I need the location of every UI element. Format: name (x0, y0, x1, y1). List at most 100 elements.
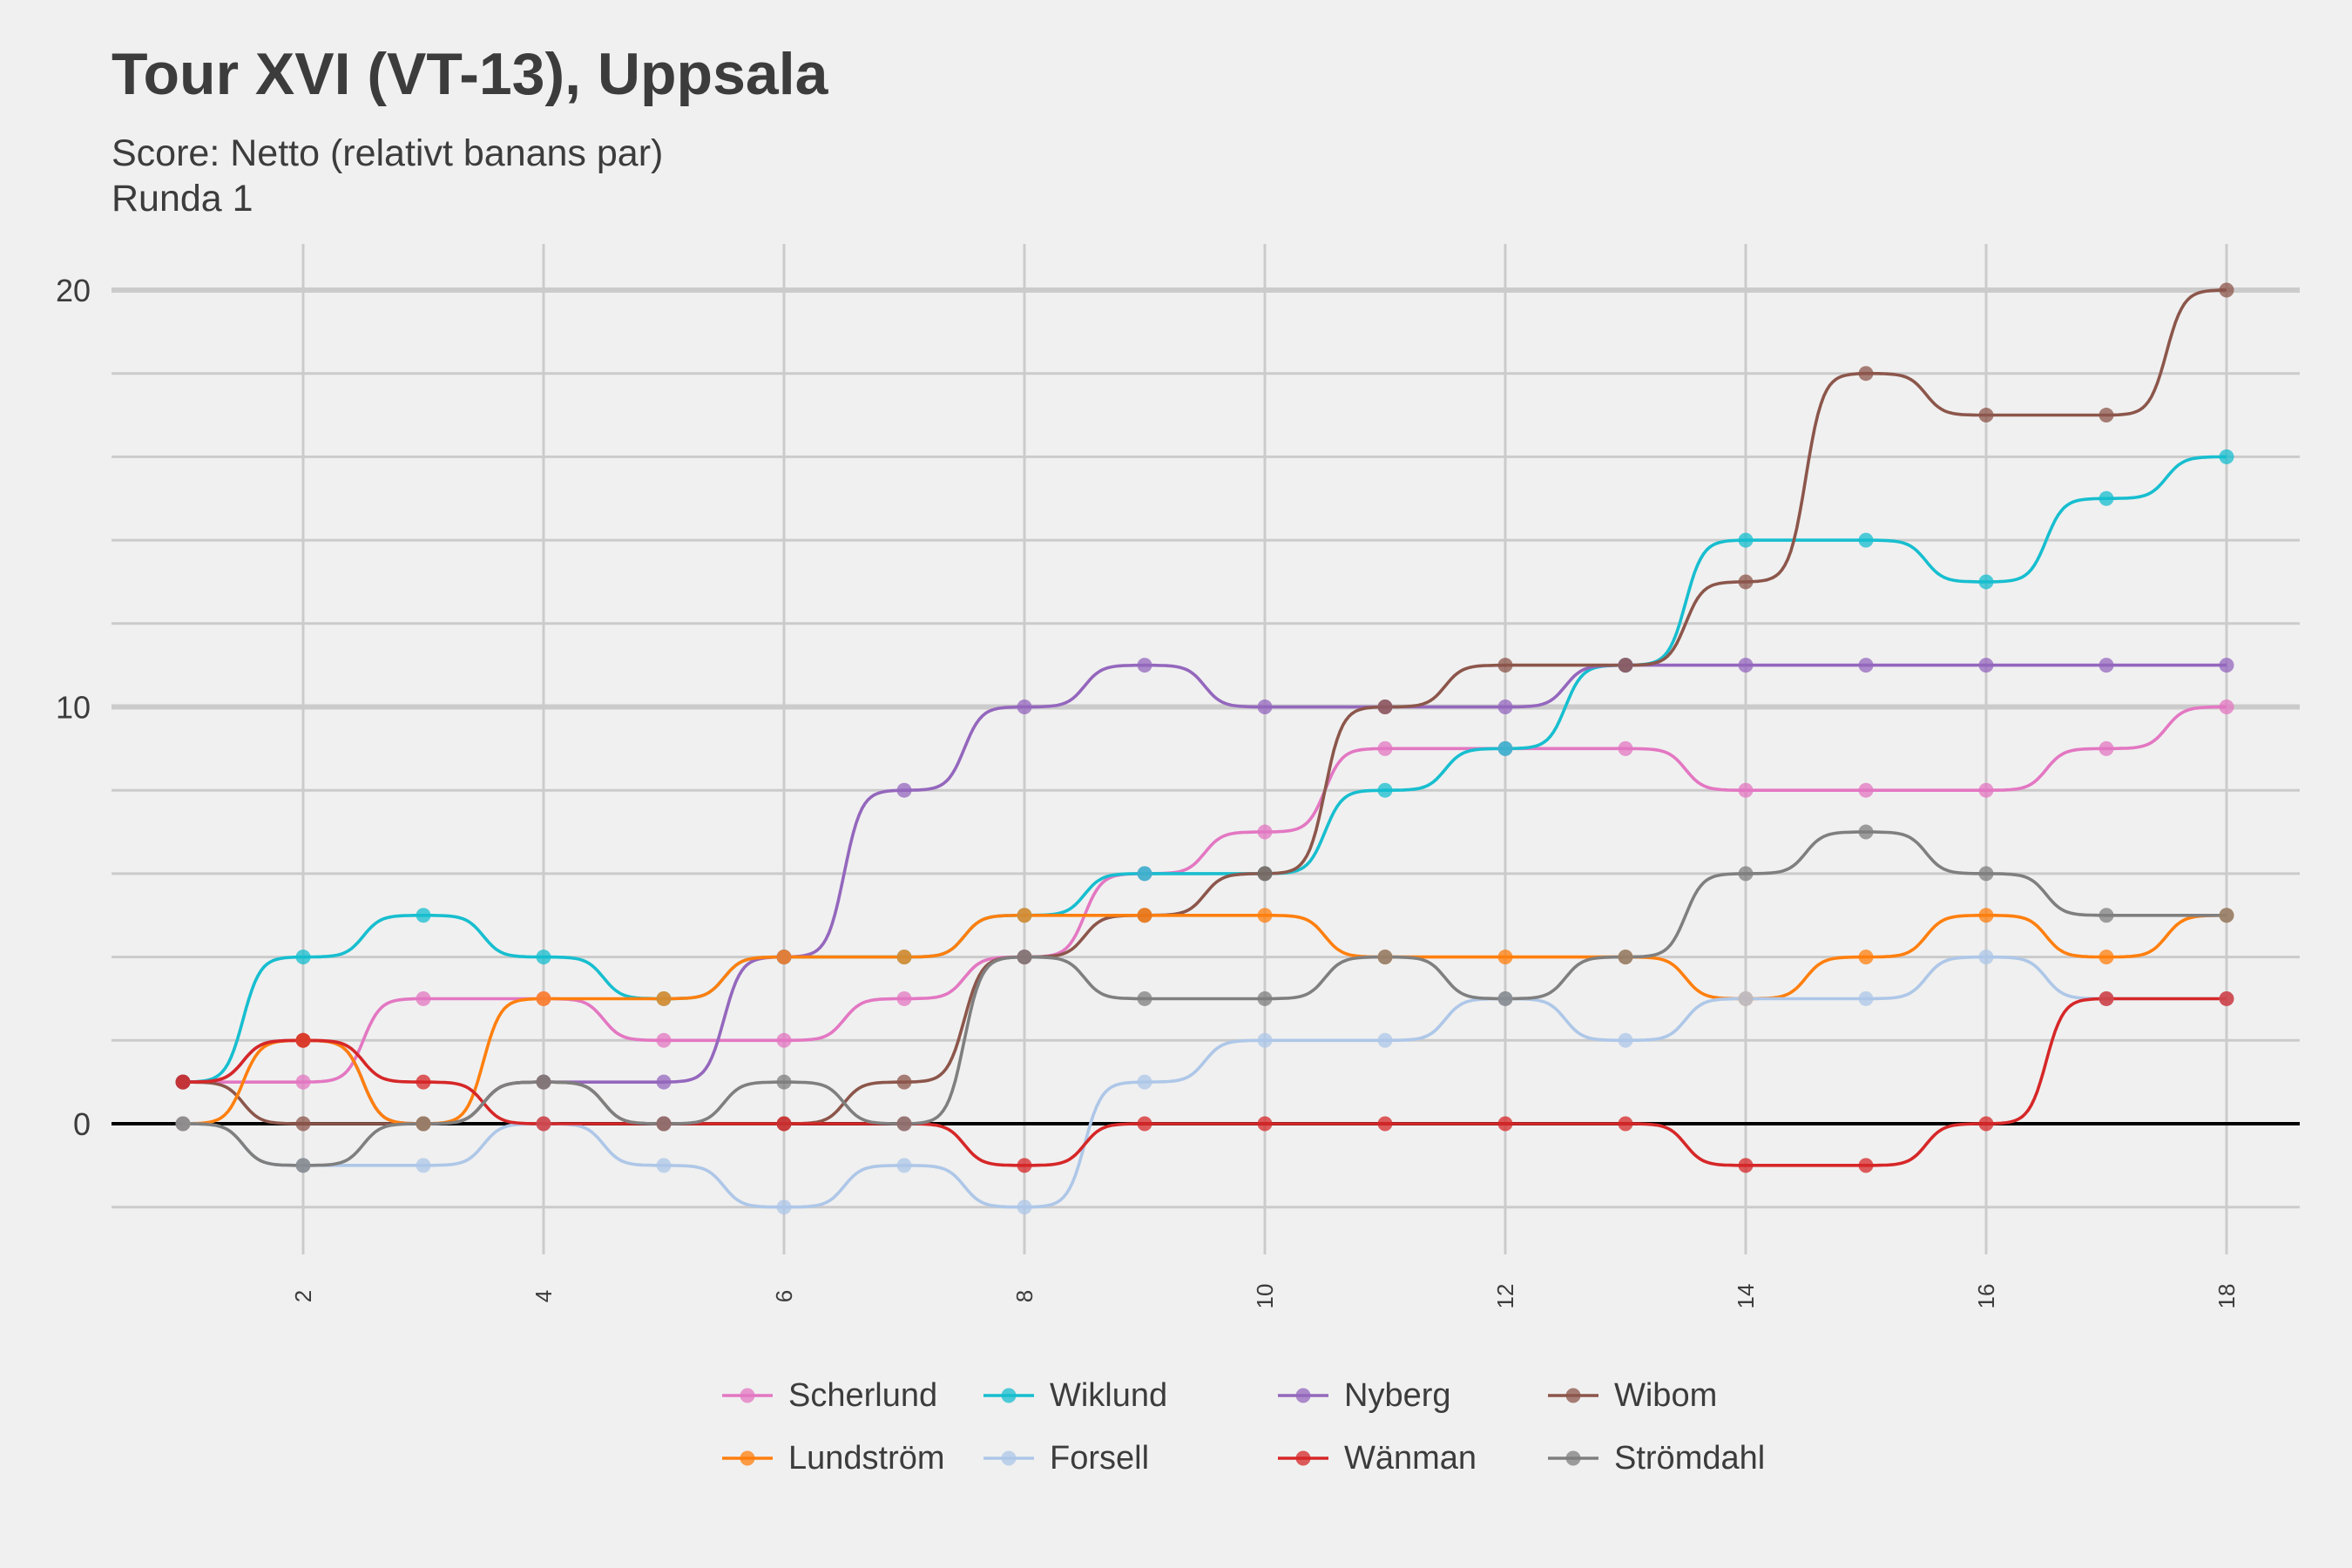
data-point (656, 1074, 672, 1090)
data-point (776, 1032, 792, 1048)
series-line-4 (183, 914, 2227, 1125)
x-tick-label: 18 (2213, 1284, 2240, 1309)
data-point (1137, 1116, 1152, 1132)
legend-item: Wibom (1544, 1375, 1806, 1416)
data-point (1618, 950, 1633, 965)
data-point (1858, 1158, 1874, 1173)
legend-label: Wibom (1614, 1376, 1718, 1414)
data-point (656, 1032, 672, 1048)
data-point (2219, 700, 2234, 714)
legend-label: Nyberg (1344, 1376, 1451, 1414)
data-point (1137, 908, 1152, 923)
data-point (2099, 408, 2114, 423)
data-point (1618, 1116, 1633, 1132)
x-tick-label: 4 (531, 1290, 557, 1302)
data-point (1858, 532, 1874, 548)
data-point (416, 1116, 431, 1132)
data-point (1618, 1032, 1633, 1048)
legend-key-icon (1548, 1450, 1598, 1466)
data-point (1137, 1074, 1152, 1090)
data-point (1497, 1116, 1513, 1132)
data-point (1377, 950, 1393, 965)
data-point (1017, 1158, 1032, 1173)
data-point (1978, 866, 1994, 882)
legend-item: Wiklund (980, 1375, 1274, 1416)
legend-item: Forsell (980, 1437, 1274, 1479)
series-lines (182, 288, 2227, 1209)
data-point (1017, 1200, 1032, 1215)
data-point (1978, 950, 1994, 965)
data-point (295, 1116, 311, 1132)
data-point (1858, 990, 1874, 1006)
data-point (175, 1074, 191, 1090)
data-point (1978, 574, 1994, 590)
data-point (1257, 990, 1273, 1006)
x-tick-label: 2 (290, 1290, 316, 1302)
data-point (1497, 950, 1513, 965)
legend-label: Scherlund (788, 1376, 938, 1414)
data-point (536, 950, 551, 965)
data-point (2219, 908, 2234, 923)
data-point (2219, 990, 2234, 1006)
data-point (896, 1074, 912, 1090)
data-point (2099, 950, 2114, 965)
data-point (1978, 908, 1994, 923)
x-tick-label: 14 (1733, 1284, 1759, 1309)
data-point (776, 1200, 792, 1215)
data-point (1257, 866, 1273, 882)
data-point (656, 1116, 672, 1132)
data-point (295, 950, 311, 965)
data-point (2099, 740, 2114, 756)
chart-subtitle: Score: Netto (relativt banans par) Runda… (112, 131, 663, 221)
data-point (1618, 658, 1633, 673)
legend-key-icon (1278, 1450, 1328, 1466)
data-point (416, 908, 431, 923)
legend-label: Wänman (1344, 1439, 1477, 1477)
data-point (1858, 366, 1874, 382)
data-point (656, 990, 672, 1006)
data-point (1377, 782, 1393, 798)
data-point (1377, 700, 1393, 714)
legend-item: Scherlund (719, 1375, 980, 1416)
data-point (1257, 1116, 1273, 1132)
data-point (2099, 908, 2114, 923)
legend-label: Lundström (788, 1439, 945, 1477)
legend-key-icon (1278, 1388, 1328, 1403)
data-point (2219, 449, 2234, 464)
data-point (1858, 824, 1874, 840)
data-point (1017, 950, 1032, 965)
data-point (1257, 1032, 1273, 1048)
data-point (1257, 824, 1273, 840)
subtitle-line-round: Runda 1 (112, 178, 253, 220)
data-point (1497, 700, 1513, 714)
data-point (1738, 990, 1754, 1006)
data-point (1377, 1032, 1393, 1048)
data-point (1017, 700, 1032, 714)
data-point (1978, 408, 1994, 423)
chart-legend: Scherlund Wiklund Nyberg Wibom Lundström Fors… (719, 1375, 1851, 1479)
legend-item: Lundström (719, 1437, 980, 1479)
data-point (1738, 658, 1754, 673)
legend-item: Strömdahl (1544, 1437, 1806, 1479)
legend-label: Wiklund (1050, 1376, 1168, 1414)
data-point (2219, 282, 2234, 298)
data-point (1618, 740, 1633, 756)
legend-key-icon (722, 1450, 773, 1466)
data-point (1978, 1116, 1994, 1132)
x-tick-label: 8 (1011, 1290, 1037, 1302)
data-point (1497, 990, 1513, 1006)
data-point (776, 1116, 792, 1132)
data-point (896, 1158, 912, 1173)
data-point (1738, 1158, 1754, 1173)
legend-label: Forsell (1050, 1439, 1150, 1477)
data-point (1377, 740, 1393, 756)
data-point (295, 1032, 311, 1048)
data-point (1738, 532, 1754, 548)
series-line-5 (183, 955, 2227, 1209)
data-point (536, 1074, 551, 1090)
data-point (1017, 908, 1032, 923)
data-point (1497, 658, 1513, 673)
data-point (536, 1116, 551, 1132)
x-tick-label: 16 (1973, 1284, 1999, 1309)
data-point (416, 1158, 431, 1173)
